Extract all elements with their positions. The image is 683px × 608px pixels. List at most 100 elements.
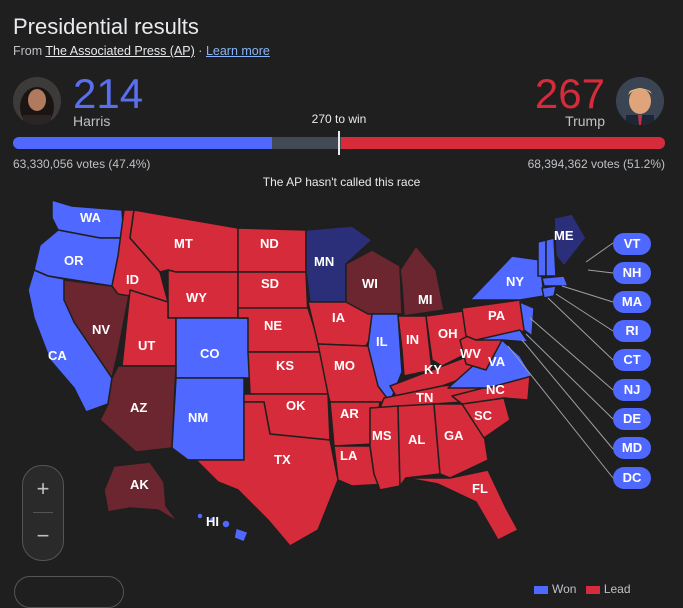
label-id: ID xyxy=(126,272,139,287)
label-ny: NY xyxy=(506,274,524,289)
zoom-control: + − xyxy=(22,465,64,561)
label-hi: HI xyxy=(206,514,219,529)
learn-more-link[interactable]: Learn more xyxy=(205,44,270,58)
leader-nh xyxy=(587,269,614,274)
leader-de xyxy=(525,333,614,420)
state-ms[interactable] xyxy=(369,405,401,491)
zoom-in-button[interactable]: + xyxy=(36,476,50,501)
source-link[interactable]: The Associated Press (AP) xyxy=(45,44,195,58)
label-wa: WA xyxy=(80,210,102,225)
label-tn: TN xyxy=(416,390,433,405)
label-nd: ND xyxy=(260,236,279,251)
label-me: ME xyxy=(554,228,574,243)
label-fl: FL xyxy=(472,481,488,496)
state-ma[interactable] xyxy=(541,275,569,287)
state-al[interactable] xyxy=(397,403,441,487)
leader-vt xyxy=(585,242,614,263)
leader-ri xyxy=(555,293,614,332)
label-mn: MN xyxy=(314,254,334,269)
label-ky: KY xyxy=(424,362,442,377)
label-mt: MT xyxy=(174,236,193,251)
label-al: AL xyxy=(408,432,425,447)
label-pa: PA xyxy=(488,308,506,323)
us-electoral-map[interactable]: WA OR CA NV ID MT WY UT AZ CO NM ND SD N… xyxy=(0,190,683,590)
label-ne: NE xyxy=(264,318,282,333)
harris-popular-votes: 63,330,056 votes (47.4%) xyxy=(13,157,151,171)
label-ca: CA xyxy=(48,348,67,363)
threshold-label: 270 to win xyxy=(311,112,367,126)
small-state-leader-lines xyxy=(507,242,614,479)
source-prefix: From xyxy=(13,44,43,58)
label-in: IN xyxy=(406,332,419,347)
harris-avatar xyxy=(13,77,61,125)
label-ms: MS xyxy=(372,428,392,443)
small-state-ri[interactable]: RI xyxy=(613,320,651,342)
trump-name: Trump xyxy=(565,113,605,129)
state-ct[interactable] xyxy=(541,285,557,299)
state-vt[interactable] xyxy=(537,239,547,277)
leader-ma xyxy=(561,285,614,303)
page-title: Presidential results xyxy=(13,14,199,39)
leader-ct xyxy=(547,297,614,361)
source-separator: · xyxy=(198,44,203,58)
label-nc: NC xyxy=(486,382,505,397)
leader-nj xyxy=(529,317,614,391)
state-nj[interactable] xyxy=(519,301,535,337)
hi-island-oahu[interactable] xyxy=(208,516,216,524)
label-ga: GA xyxy=(444,428,464,443)
state-tx[interactable] xyxy=(187,401,339,547)
bottom-control-button[interactable] xyxy=(14,576,124,608)
label-mi: MI xyxy=(418,292,432,307)
race-status-notice: The AP hasn't called this race xyxy=(262,175,421,189)
label-tx: TX xyxy=(274,452,291,467)
state-me[interactable] xyxy=(553,213,587,267)
harris-bar-fill xyxy=(13,137,273,149)
legend-label-won: Won xyxy=(552,582,577,596)
legend-label-lead: Lead xyxy=(603,582,631,596)
small-state-nh[interactable]: NH xyxy=(613,262,651,284)
state-md[interactable] xyxy=(475,329,529,343)
small-state-dc[interactable]: DC xyxy=(613,467,651,489)
small-state-de[interactable]: DE xyxy=(613,408,651,430)
threshold-marker xyxy=(338,131,340,155)
label-sc: SC xyxy=(474,408,493,423)
small-state-vt[interactable]: VT xyxy=(613,233,651,255)
small-state-md[interactable]: MD xyxy=(613,437,651,459)
label-ia: IA xyxy=(332,310,346,325)
state-nh[interactable] xyxy=(545,237,557,277)
trump-electoral-votes: 267 xyxy=(534,70,605,117)
label-oh: OH xyxy=(438,326,458,341)
label-ak: AK xyxy=(130,477,149,492)
state-wi[interactable] xyxy=(345,249,403,315)
label-sd: SD xyxy=(261,276,279,291)
hi-island-big[interactable] xyxy=(233,527,249,543)
state-ak[interactable] xyxy=(103,461,179,523)
trump-popular-votes: 68,394,362 votes (51.2%) xyxy=(527,157,665,171)
leader-dc xyxy=(507,345,614,479)
label-nv: NV xyxy=(92,322,110,337)
state-hi[interactable] xyxy=(196,512,249,543)
label-il: IL xyxy=(376,334,388,349)
label-nm: NM xyxy=(188,410,208,425)
label-ut: UT xyxy=(138,338,155,353)
small-state-ct[interactable]: CT xyxy=(613,349,651,371)
state-ut[interactable] xyxy=(121,289,177,367)
label-or: OR xyxy=(64,253,84,268)
hi-island-kauai[interactable] xyxy=(196,512,204,520)
source-line: From The Associated Press (AP) · Learn m… xyxy=(13,44,270,58)
harris-name: Harris xyxy=(73,113,111,129)
label-wv: WV xyxy=(460,346,481,361)
label-ok: OK xyxy=(286,398,306,413)
state-in[interactable] xyxy=(397,315,433,377)
small-state-nj[interactable]: NJ xyxy=(613,379,651,401)
trump-avatar xyxy=(616,77,664,125)
hi-island-maui[interactable] xyxy=(221,519,231,529)
label-co: CO xyxy=(200,346,220,361)
small-state-ma[interactable]: MA xyxy=(613,291,651,313)
harris-electoral-votes: 214 xyxy=(73,70,144,117)
state-mi[interactable] xyxy=(399,245,445,317)
state-fl[interactable] xyxy=(405,469,519,541)
zoom-out-button[interactable]: − xyxy=(36,523,50,548)
label-mo: MO xyxy=(334,358,355,373)
label-ar: AR xyxy=(340,406,359,421)
